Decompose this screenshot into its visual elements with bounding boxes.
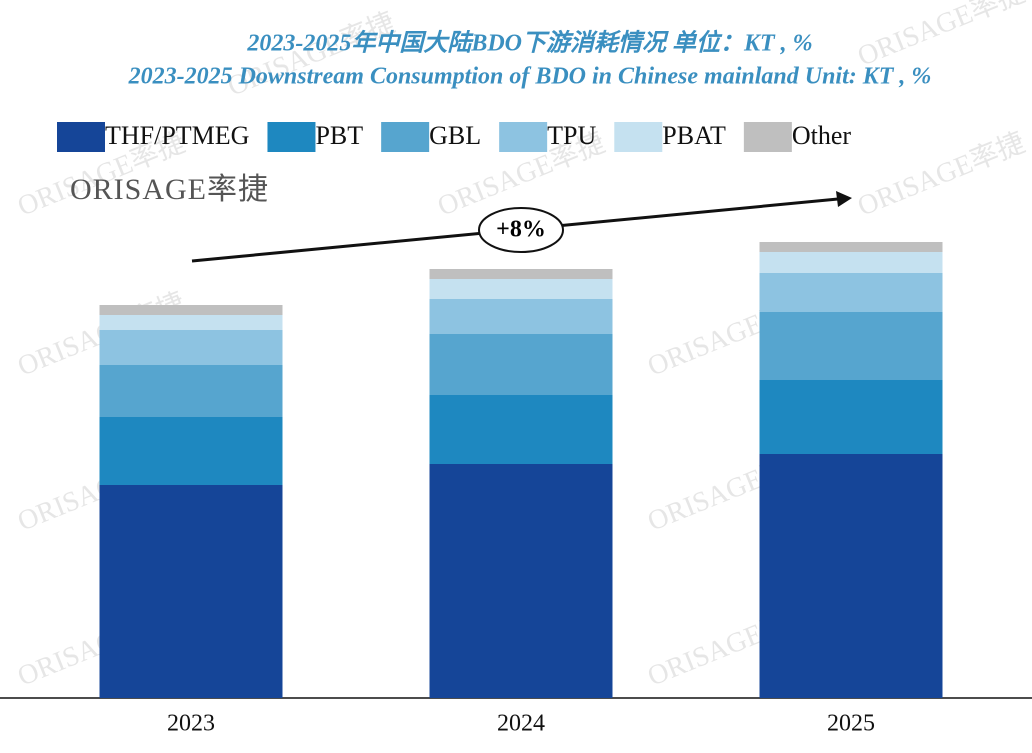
- bar-segment: [99, 315, 283, 330]
- legend-swatch: [743, 122, 792, 152]
- bar-segment: [429, 279, 613, 299]
- legend-label: TPU: [547, 121, 596, 150]
- bar-segment: [429, 395, 613, 464]
- watermark: ORISAGE率捷: [853, 0, 1029, 72]
- bar-segment: [99, 305, 283, 315]
- bar-segment: [759, 273, 943, 312]
- annotation-bubble: [478, 207, 564, 253]
- bar-segment: [99, 365, 283, 417]
- bar-segment: [99, 417, 283, 485]
- annotation: +8%: [496, 217, 546, 243]
- chart-subtitle: 2023-2025 Downstream Consumption of BDO …: [128, 64, 932, 90]
- legend-label: THF/PTMEG: [105, 121, 249, 150]
- legend-swatch: [499, 122, 548, 152]
- legend-label: PBT: [315, 121, 363, 150]
- bar-segment: [429, 464, 613, 698]
- bar-segment: [759, 454, 943, 698]
- bar-segment: [99, 330, 283, 365]
- legend-swatch: [381, 122, 430, 152]
- bar-segment: [429, 299, 613, 334]
- legend-label: Other: [792, 121, 852, 150]
- legend-swatch: [57, 122, 105, 152]
- legend-swatch: [267, 122, 316, 152]
- legend-label: PBAT: [662, 121, 726, 150]
- bar-segment: [759, 242, 943, 252]
- legend-swatch: [614, 122, 663, 152]
- chart-title: 2023-2025年中国大陆BDO下游消耗情况 单位：KT , %: [246, 30, 812, 57]
- bar-segment: [759, 252, 943, 273]
- x-tick-label: 2023: [167, 711, 215, 737]
- x-tick-label: 2024: [497, 711, 545, 737]
- bar-segment: [759, 380, 943, 454]
- logo: ORISAGE率捷: [70, 173, 269, 206]
- bar-segment: [99, 485, 283, 698]
- watermark: ORISAGE率捷: [853, 126, 1029, 222]
- bar-segment: [429, 334, 613, 395]
- bar-segment: [429, 269, 613, 279]
- legend-label: GBL: [429, 121, 481, 150]
- arrow-head: [836, 191, 852, 207]
- x-tick-label: 2025: [827, 711, 875, 737]
- bar-segment: [759, 312, 943, 380]
